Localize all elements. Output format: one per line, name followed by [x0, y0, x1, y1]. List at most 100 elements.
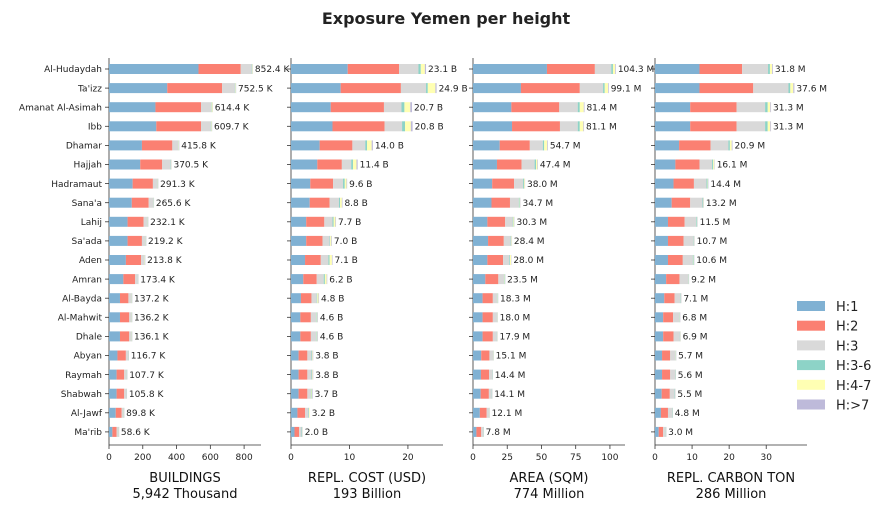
bar-segment-h2: [198, 64, 241, 74]
bar-total-label: 6.2 B: [329, 275, 352, 285]
x-tick-label: 400: [168, 453, 185, 463]
bar-segment-h3: [674, 293, 681, 304]
bar-segment-h3: [307, 350, 312, 361]
bar-segment-h7: [312, 350, 314, 361]
bar-segment-h1: [291, 197, 310, 208]
bar-segment-h3: [333, 178, 344, 189]
bar-segment-h47: [344, 178, 347, 189]
bar-segment-h1: [473, 197, 492, 208]
x-tick-label: 30: [760, 453, 772, 463]
bar-segment-h3: [710, 140, 729, 151]
bar-segment-h2: [667, 255, 683, 265]
region-label: Ibb: [88, 123, 102, 133]
bar-total-label: 11.5 M: [700, 218, 731, 228]
bar-total-label: 20.7 B: [414, 103, 443, 113]
bar-segment-h1: [655, 255, 668, 265]
bar-total-label: 23.1 B: [428, 65, 457, 75]
bar-segment-h3: [492, 293, 498, 304]
bar-segment-h1: [109, 64, 199, 74]
bar-total-label: 9.6 B: [349, 180, 372, 190]
bar-segment-h1: [655, 312, 664, 323]
bar-segment-h2: [340, 83, 401, 94]
bar-segment-h36: [706, 178, 708, 189]
bar-segment-h3: [307, 388, 311, 399]
bar-segment-h2: [482, 331, 493, 342]
region-label: Sa'ada: [72, 237, 102, 247]
bar-total-label: 5.7 M: [678, 352, 703, 362]
bar-segment-h1: [291, 159, 318, 170]
bar-segment-h47: [427, 83, 436, 94]
bar-total-label: 232.1 K: [150, 218, 186, 228]
bar-segment-h47: [340, 197, 342, 208]
bar-total-label: 20.9 M: [734, 142, 765, 152]
bar-segment-h7: [371, 140, 373, 151]
bar-segment-h3: [492, 331, 497, 342]
bar-segment-h3: [310, 312, 317, 323]
bar-total-label: 99.1 M: [611, 84, 642, 94]
bar-segment-h3: [222, 83, 235, 94]
bar-total-label: 5.6 M: [678, 371, 703, 381]
bar-segment-h36: [308, 407, 310, 418]
bar-total-label: 47.4 M: [540, 161, 571, 171]
bar-segment-h3: [670, 369, 676, 380]
bar-total-label: 54.7 M: [550, 142, 581, 152]
bar-segment-h1: [473, 293, 483, 304]
bar-segment-h36: [611, 64, 613, 74]
bar-segment-h7: [317, 331, 318, 342]
bar-total-label: 15.1 M: [496, 352, 527, 362]
bar-segment-h7: [770, 121, 772, 132]
bar-total-label: 31.3 M: [773, 123, 804, 133]
bar-segment-h36: [401, 102, 405, 113]
bar-total-label: 7.1 B: [335, 256, 358, 266]
x-tick-label: 0: [652, 453, 658, 463]
bar-segment-h1: [291, 178, 311, 189]
bar-segment-h7: [331, 255, 333, 265]
chart-title: Exposure Yemen per height: [322, 9, 571, 28]
bar-segment-h3: [579, 83, 604, 94]
bar-segment-h3: [352, 140, 366, 151]
bar-segment-h47: [729, 140, 732, 151]
bar-segment-h7: [583, 102, 585, 113]
bar-segment-h1: [109, 312, 120, 323]
bar-segment-h2: [476, 426, 482, 437]
bar-segment-h36: [765, 121, 768, 132]
bar-segment-h3: [152, 178, 158, 189]
legend-swatch: [797, 399, 825, 410]
bar-segment-h3: [503, 235, 511, 246]
bar-segment-h1: [291, 235, 307, 246]
bar-segment-h47: [519, 197, 521, 208]
bar-segment-h2: [481, 350, 490, 361]
bar-total-label: 81.4 M: [586, 103, 617, 113]
bar-segment-h1: [109, 197, 132, 208]
panel-xlabel: REPL. COST (USD): [308, 471, 426, 486]
region-label: Al-Bayda: [62, 294, 102, 304]
bar-segment-h3: [690, 197, 703, 208]
bar-segment-h3: [141, 235, 146, 246]
bar-segment-h2: [482, 293, 493, 304]
bar-segment-h1: [109, 178, 133, 189]
x-tick-label: 75: [570, 453, 581, 463]
panel-subtitle: 5,942 Thousand: [133, 487, 238, 502]
bar-segment-h2: [112, 426, 117, 437]
bar-segment-h3: [682, 255, 693, 265]
bar-total-label: 37.6 M: [796, 84, 827, 94]
bar-segment-h2: [480, 388, 489, 399]
bar-segment-h36: [577, 121, 580, 132]
bar-segment-h3: [399, 64, 419, 74]
bar-segment-h47: [330, 235, 332, 246]
bar-segment-h1: [655, 331, 664, 342]
bar-segment-h47: [311, 388, 313, 399]
bar-segment-h36: [603, 83, 605, 94]
bar-segment-h47: [404, 102, 411, 113]
region-label: Ta'izz: [77, 84, 102, 94]
bar-total-label: 136.2 K: [134, 314, 170, 324]
bar-segment-h2: [305, 255, 321, 265]
bar-total-label: 614.4 K: [215, 103, 251, 113]
bar-segment-h1: [291, 388, 299, 399]
bar-segment-h1: [109, 83, 168, 94]
bar-segment-h2: [310, 178, 334, 189]
bar-segment-h2: [347, 64, 400, 74]
bar-segment-h47: [511, 235, 512, 246]
bar-segment-h47: [211, 121, 212, 132]
bar-segment-h1: [473, 407, 480, 418]
